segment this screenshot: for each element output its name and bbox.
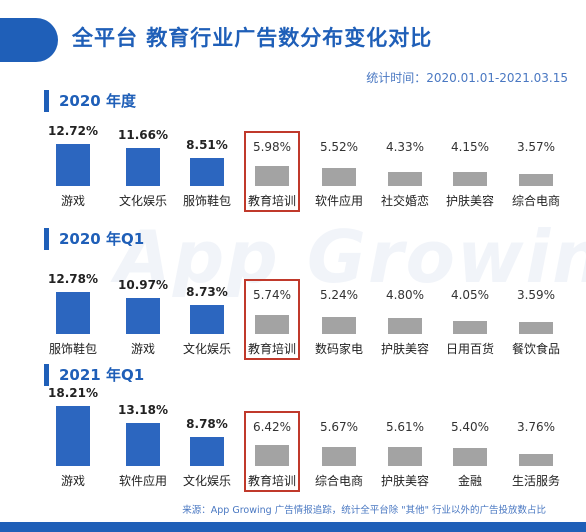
value-label: 5.52% bbox=[319, 140, 359, 154]
source-note: 来源：App Growing 广告情报追踪，统计全平台除 "其他" 行业以外的广… bbox=[182, 505, 546, 516]
value-label: 8.78% bbox=[186, 417, 228, 431]
page-title: 全平台 教育行业广告数分布变化对比 bbox=[72, 26, 433, 50]
category-label: 社交婚恋 bbox=[380, 194, 429, 208]
value-label: 12.72% bbox=[48, 124, 98, 138]
category-label: 生活服务 bbox=[511, 474, 560, 488]
bottom-accent-bar bbox=[0, 522, 586, 532]
section-title: 2021 年Q1 bbox=[44, 364, 144, 386]
value-label: 3.59% bbox=[516, 288, 556, 302]
category-label: 护肤美容 bbox=[380, 342, 429, 356]
value-label: 6.42% bbox=[252, 420, 292, 434]
category-label: 服饰鞋包 bbox=[182, 194, 231, 208]
highlight-box bbox=[244, 131, 300, 212]
bar-2 bbox=[126, 423, 160, 466]
value-label: 18.21% bbox=[48, 386, 98, 400]
bar-1 bbox=[56, 292, 90, 334]
category-label: 文化娱乐 bbox=[118, 194, 167, 208]
category-label: 金融 bbox=[457, 474, 482, 488]
bar-3 bbox=[190, 158, 224, 186]
category-label: 游戏 bbox=[60, 474, 85, 488]
category-label: 教育培训 bbox=[247, 194, 296, 208]
category-label: 数码家电 bbox=[314, 342, 363, 356]
category-label: 教育培训 bbox=[247, 342, 296, 356]
bar-8 bbox=[519, 454, 553, 466]
category-label: 软件应用 bbox=[118, 474, 167, 488]
category-label: 软件应用 bbox=[314, 194, 363, 208]
category-label: 综合电商 bbox=[511, 194, 560, 208]
category-label: 游戏 bbox=[130, 342, 155, 356]
bar-7 bbox=[453, 448, 487, 466]
section-title: 2020 年Q1 bbox=[44, 228, 144, 250]
value-label: 3.57% bbox=[516, 140, 556, 154]
highlight-box bbox=[244, 411, 300, 492]
category-label: 护肤美容 bbox=[445, 194, 494, 208]
bar-6 bbox=[388, 172, 422, 186]
value-label: 13.18% bbox=[118, 403, 168, 417]
value-label: 5.40% bbox=[450, 420, 490, 434]
value-label: 5.67% bbox=[319, 420, 359, 434]
value-label: 4.33% bbox=[385, 140, 425, 154]
value-label: 8.51% bbox=[186, 138, 228, 152]
category-label: 日用百货 bbox=[445, 342, 494, 356]
value-label: 5.24% bbox=[319, 288, 359, 302]
value-label: 4.15% bbox=[450, 140, 490, 154]
value-label: 5.74% bbox=[252, 288, 292, 302]
bar-5 bbox=[322, 447, 356, 466]
category-label: 综合电商 bbox=[314, 474, 363, 488]
bar-3 bbox=[190, 305, 224, 334]
bar-3 bbox=[190, 437, 224, 466]
bar-5 bbox=[322, 168, 356, 186]
category-label: 游戏 bbox=[60, 194, 85, 208]
value-label: 11.66% bbox=[118, 128, 168, 142]
category-label: 文化娱乐 bbox=[182, 342, 231, 356]
bar-4 bbox=[255, 445, 289, 466]
value-label: 3.76% bbox=[516, 420, 556, 434]
bar-6 bbox=[388, 447, 422, 466]
category-label: 服饰鞋包 bbox=[48, 342, 97, 356]
value-label: 8.73% bbox=[186, 285, 228, 299]
highlight-box bbox=[244, 279, 300, 360]
bar-4 bbox=[255, 315, 289, 334]
title-accent-block bbox=[0, 18, 58, 62]
bar-1 bbox=[56, 144, 90, 186]
category-label: 教育培训 bbox=[247, 474, 296, 488]
bar-1 bbox=[56, 406, 90, 466]
bar-2 bbox=[126, 298, 160, 334]
bar-5 bbox=[322, 317, 356, 334]
value-label: 10.97% bbox=[118, 278, 168, 292]
bar-4 bbox=[255, 166, 289, 186]
bar-7 bbox=[453, 321, 487, 334]
bar-8 bbox=[519, 174, 553, 186]
category-label: 护肤美容 bbox=[380, 474, 429, 488]
value-label: 5.98% bbox=[252, 140, 292, 154]
category-label: 文化娱乐 bbox=[182, 474, 231, 488]
category-label: 餐饮食品 bbox=[511, 342, 560, 356]
period-label: 统计时间：2020.01.01-2021.03.15 bbox=[366, 71, 568, 85]
value-label: 12.78% bbox=[48, 272, 98, 286]
value-label: 4.05% bbox=[450, 288, 490, 302]
value-label: 4.80% bbox=[385, 288, 425, 302]
bar-2 bbox=[126, 148, 160, 186]
bar-6 bbox=[388, 318, 422, 334]
value-label: 5.61% bbox=[385, 420, 425, 434]
bar-8 bbox=[519, 322, 553, 334]
bar-7 bbox=[453, 172, 487, 186]
section-title: 2020 年度 bbox=[44, 90, 136, 112]
